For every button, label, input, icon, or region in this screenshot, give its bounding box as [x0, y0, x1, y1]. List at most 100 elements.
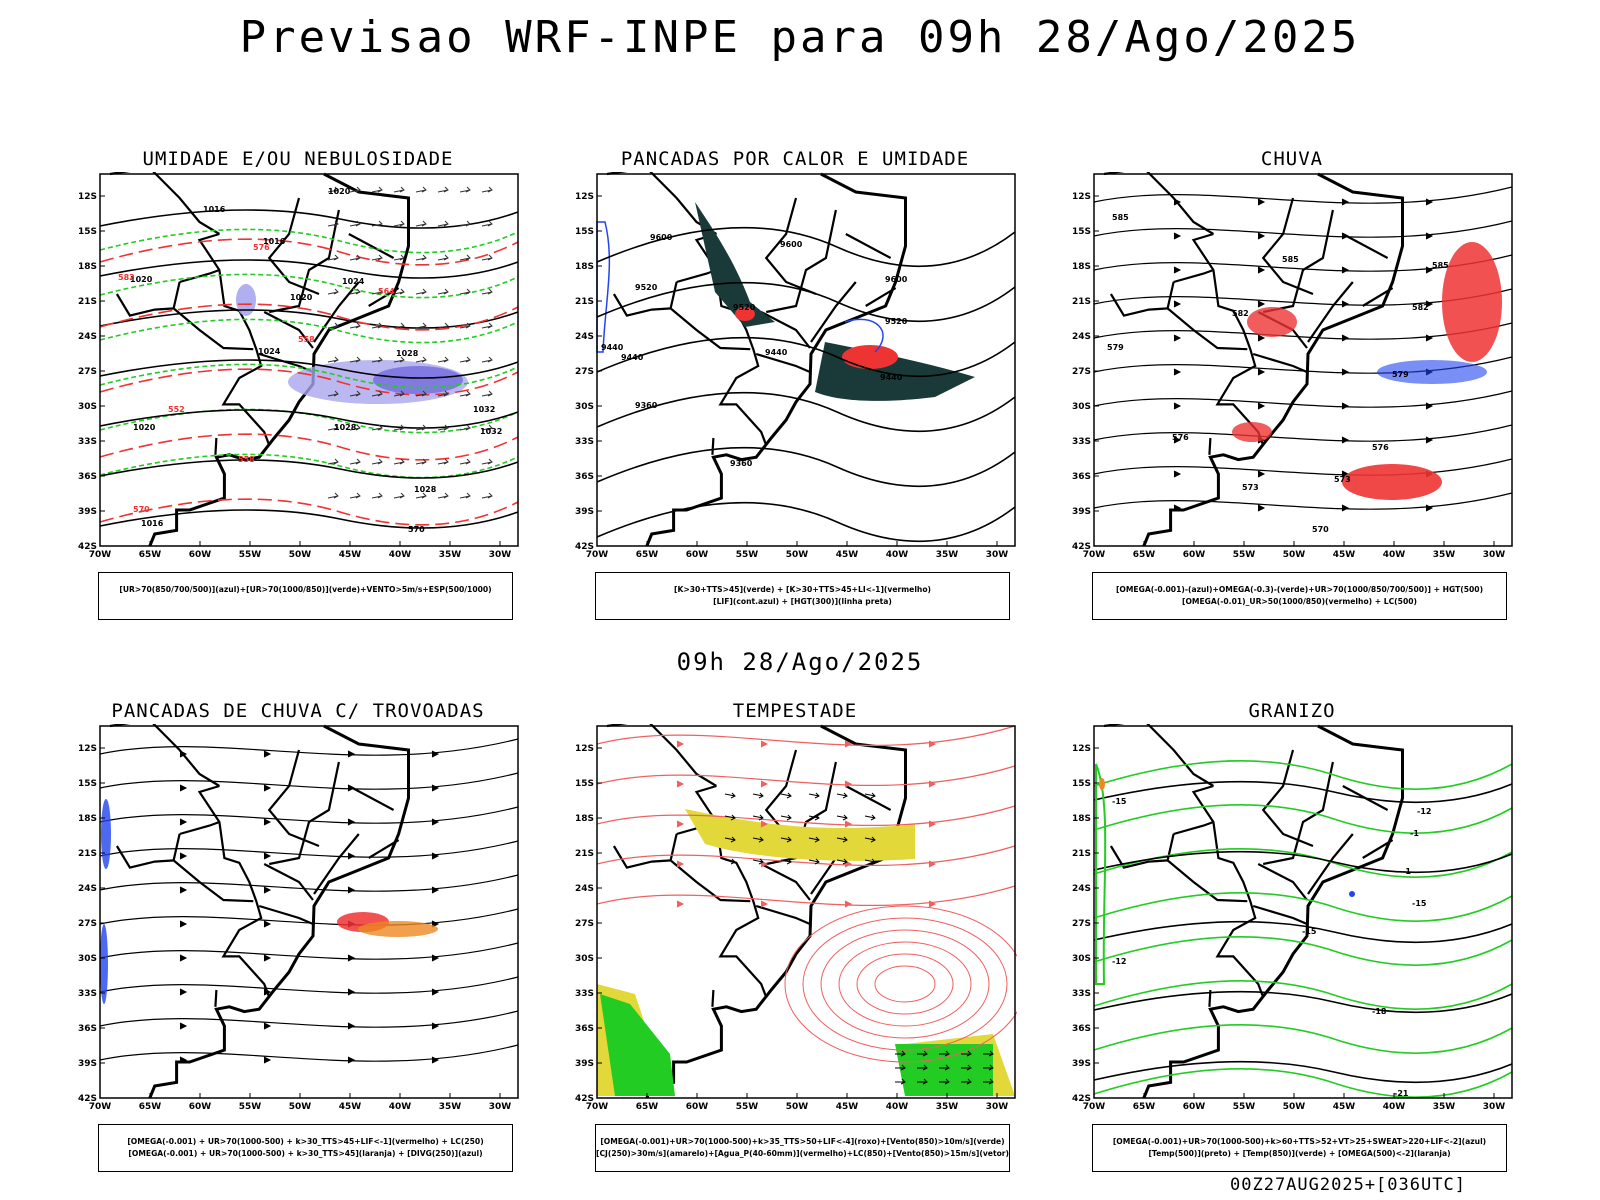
wind-vector — [349, 424, 361, 431]
lat-tick-label: 39S — [78, 507, 97, 517]
wind-vector — [780, 814, 792, 821]
contour-label: 9440 — [621, 353, 644, 362]
wind-vector — [327, 424, 339, 431]
border-line — [368, 839, 400, 859]
stream-arrow — [179, 886, 188, 894]
border-line — [606, 724, 717, 787]
contour-label: 582 — [118, 273, 135, 282]
wind-vector — [459, 288, 471, 295]
wind-vector — [327, 220, 339, 227]
stream-arrow — [179, 1056, 188, 1064]
wind-vector — [459, 492, 471, 499]
contour-label: 1020 — [130, 275, 153, 284]
border-line — [258, 904, 314, 926]
thickness-contour — [99, 433, 519, 461]
pressure-contour — [99, 409, 519, 429]
border-line — [313, 833, 360, 895]
temp-850-contour — [1093, 804, 1513, 834]
stream-arrow — [844, 900, 853, 908]
wind-vector — [349, 356, 361, 363]
border-line — [348, 785, 395, 811]
border-line — [172, 307, 254, 351]
stream-arrow — [179, 1022, 188, 1030]
wind-vector — [327, 254, 339, 261]
wind-vector — [327, 356, 339, 363]
streamline — [99, 738, 519, 756]
lon-tick-label: 30W — [986, 1102, 1009, 1112]
contour-label: -15 — [1412, 899, 1427, 908]
lon-tick-label: 30W — [1483, 1102, 1506, 1112]
wind-vector — [864, 792, 876, 799]
streamline — [99, 942, 519, 960]
wind-vector — [983, 1050, 994, 1057]
contour-label: 9440 — [601, 343, 624, 352]
streamline-850 — [838, 941, 972, 1027]
stream-arrow — [928, 900, 937, 908]
streamline-850 — [596, 845, 1016, 866]
lon-tick-label: 30W — [489, 550, 512, 560]
border-line — [1261, 197, 1314, 296]
wind-vector — [371, 220, 383, 227]
lat-tick-label: 33S — [78, 437, 97, 447]
panel-tempestade: TEMPESTADE [OMEGA(-0.001)+UR>70(1000-500… — [575, 700, 1017, 1172]
wind-vector — [371, 424, 383, 431]
legend-line: [OMEGA(-0.001)+UR>70(1000-500)+k>35_TTS>… — [600, 1137, 1005, 1146]
contour-label: -1 — [1410, 829, 1419, 838]
legend-line: [CJ(250)>30m/s](amarelo)+[Agua_P(40-60mm… — [596, 1149, 1010, 1158]
stream-arrow — [1173, 470, 1182, 478]
stream-arrow — [347, 784, 356, 792]
contour-label: -21 — [1394, 1089, 1409, 1098]
wind-vector — [327, 390, 339, 397]
panel-legend: [OMEGA(-0.001) + UR>70(1000-500) + k>30_… — [98, 1124, 513, 1172]
thickness-contour — [99, 498, 519, 526]
lat-tick-label: 12S — [575, 744, 594, 754]
stream-arrow — [263, 988, 272, 996]
streamline-850 — [802, 917, 1008, 1051]
wind-vector — [393, 220, 405, 227]
wind-vector — [836, 858, 848, 865]
border-line — [755, 904, 811, 926]
wind-vector — [459, 186, 471, 193]
lat-tick-label: 24S — [78, 884, 97, 894]
lon-tick-label: 60W — [189, 550, 212, 560]
stream-arrow — [1173, 232, 1182, 240]
border-line — [1252, 352, 1308, 374]
lat-tick-label: 42S — [575, 1094, 594, 1104]
lat-tick-label: 39S — [575, 507, 594, 517]
wind-vector — [895, 1078, 906, 1085]
lon-tick-label: 55W — [1233, 550, 1256, 560]
lifted-index-contour — [596, 221, 611, 353]
wind-vector — [327, 458, 339, 465]
lat-tick-label: 42S — [1072, 542, 1091, 552]
wind-vector — [752, 836, 764, 843]
stream-arrow — [1173, 334, 1182, 342]
wind-vector — [371, 356, 383, 363]
wind-vector — [371, 390, 383, 397]
map-background — [597, 726, 1015, 1098]
wind-vector — [481, 424, 493, 431]
streamline-850 — [596, 725, 1016, 746]
lon-tick-label: 70W — [89, 550, 112, 560]
lat-tick-label: 39S — [1072, 507, 1091, 517]
border-line — [711, 437, 715, 455]
contour-label: 9360 — [730, 459, 753, 468]
wind-vector — [393, 458, 405, 465]
border-line — [263, 311, 314, 349]
wind-vector — [459, 390, 471, 397]
stream-arrow — [676, 900, 685, 908]
map-frame — [596, 173, 1016, 547]
stream-arrow — [1341, 266, 1350, 274]
stream-arrow — [1341, 198, 1350, 206]
lat-tick-label: 36S — [575, 472, 594, 482]
temp-850-contour — [1093, 936, 1513, 966]
contour-label: 9360 — [635, 401, 658, 410]
streamline — [99, 840, 519, 858]
wind-vector — [393, 322, 405, 329]
forecast-map: 9600960095209520952094409440944096009440… — [575, 172, 1016, 560]
border-line — [115, 281, 181, 317]
lon-tick-label: 70W — [1083, 1102, 1106, 1112]
streamline — [1093, 458, 1513, 476]
contour-label: 573 — [1242, 483, 1259, 492]
temp-850-contour — [1093, 1024, 1513, 1054]
wind-vector — [961, 1050, 972, 1057]
